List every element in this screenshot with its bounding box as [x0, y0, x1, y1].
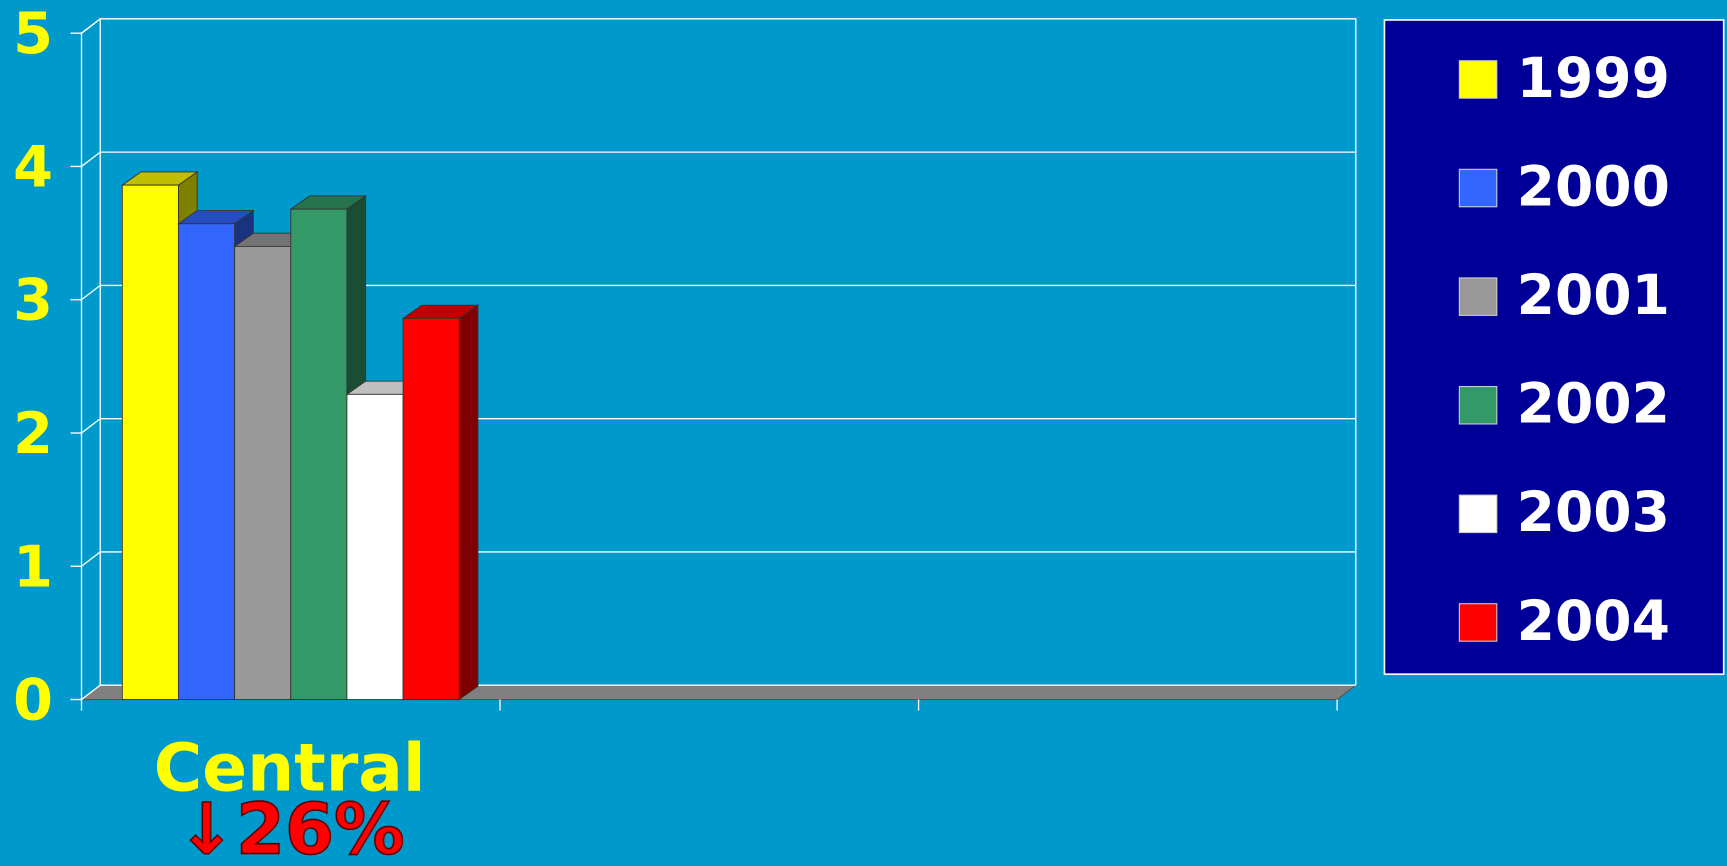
legend-label: 2003: [1517, 480, 1670, 544]
bar: [402, 317, 460, 700]
bar: [234, 245, 292, 700]
legend-label: 1999: [1517, 46, 1670, 110]
y-tick-label: 0: [13, 667, 53, 734]
bar-side: [458, 304, 479, 701]
legend-swatch: [1458, 494, 1498, 534]
legend-swatch: [1458, 168, 1498, 208]
bar: [178, 223, 236, 700]
legend-label: 2000: [1517, 154, 1670, 218]
bar: [290, 208, 348, 700]
y-tick-label: 5: [13, 0, 53, 67]
x-tick-label: Central: [154, 729, 426, 806]
y-tick-label: 2: [13, 400, 53, 467]
grid-line: [81, 418, 1356, 434]
legend-box: [1383, 19, 1725, 676]
legend-swatch: [1458, 60, 1498, 99]
grid-line: [81, 284, 1356, 301]
y-tick-label: 4: [13, 133, 53, 200]
legend-label: 2002: [1517, 372, 1670, 436]
legend-swatch: [1458, 385, 1498, 425]
legend-label: 2001: [1517, 263, 1670, 327]
y-tick-label: 1: [13, 533, 53, 600]
grid-line: [81, 684, 1356, 701]
grid-line: [81, 18, 1356, 34]
grid-line: [81, 151, 1356, 167]
annotation: ↓26%: [177, 788, 405, 866]
legend-swatch: [1458, 277, 1498, 316]
bar: [346, 393, 404, 700]
bar: [121, 184, 179, 700]
y-tick-label: 3: [13, 267, 53, 334]
legend-label: 2004: [1517, 589, 1670, 653]
legend-swatch: [1458, 603, 1498, 642]
grid-line: [81, 551, 1356, 567]
